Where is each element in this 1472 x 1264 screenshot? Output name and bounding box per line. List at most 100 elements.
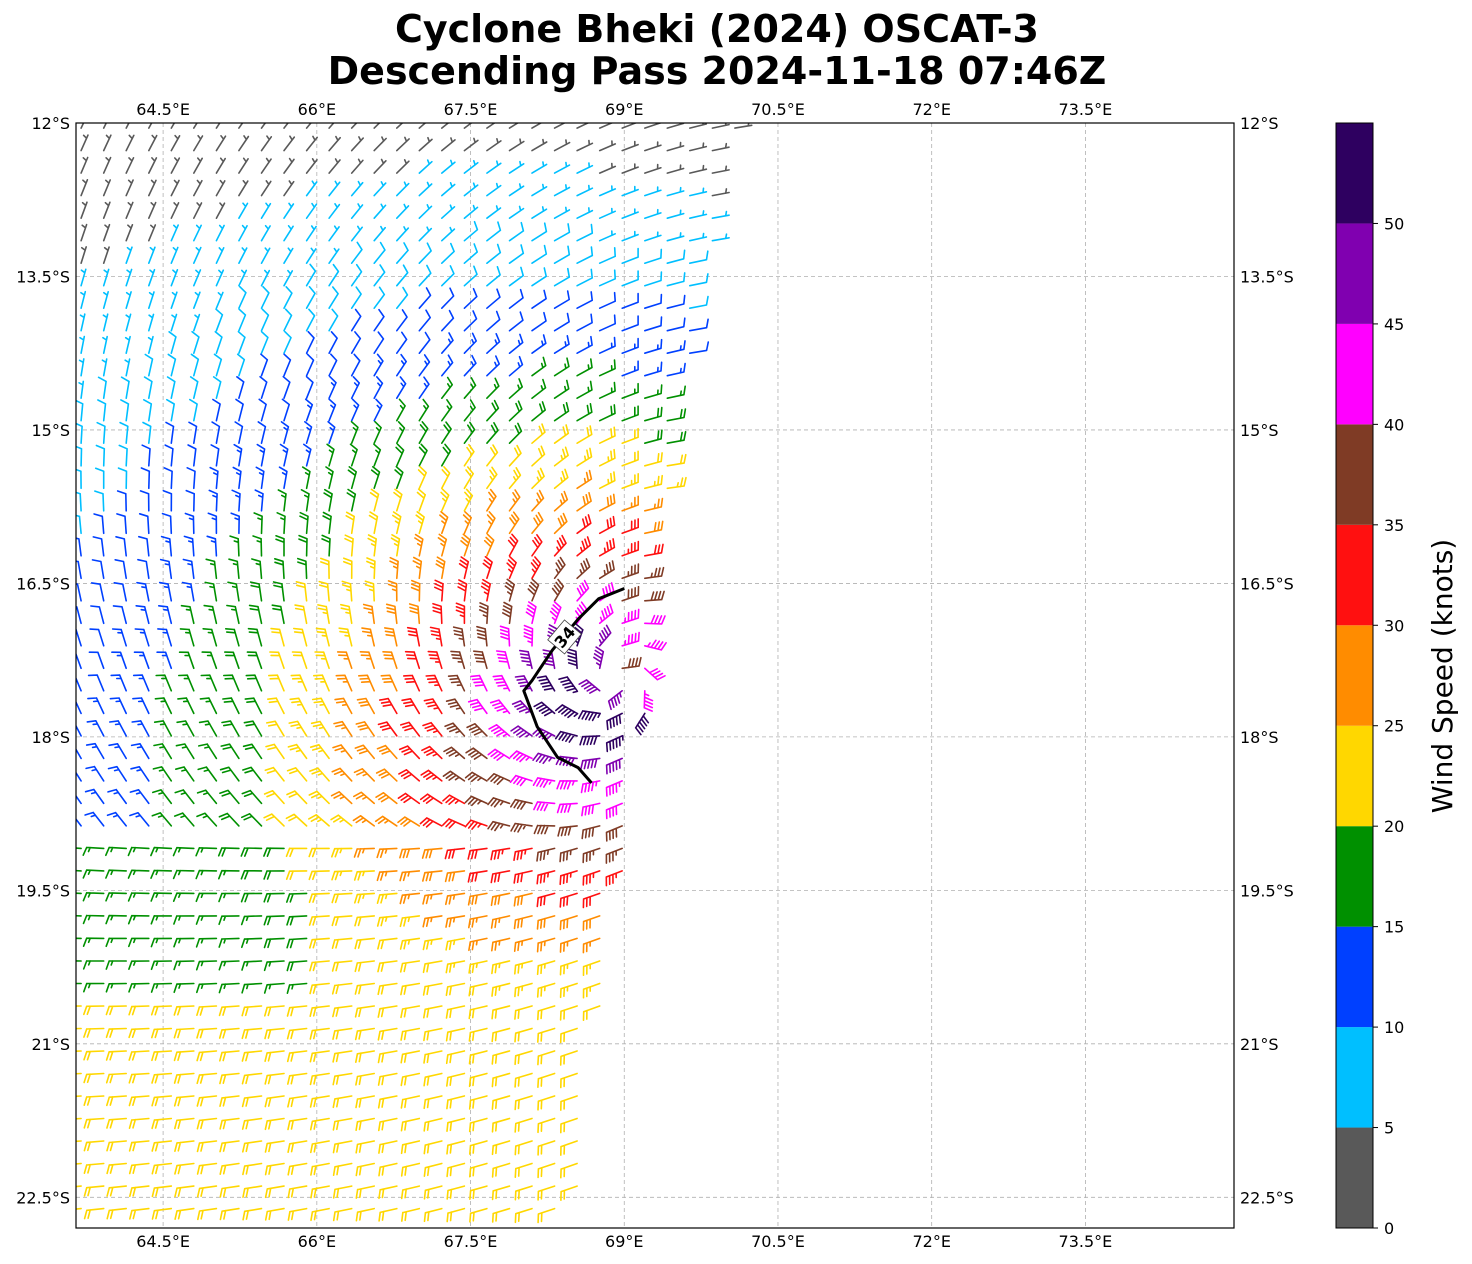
wind-barb: [87, 674, 105, 692]
wind-barb: [283, 308, 293, 332]
wind-barb: [373, 398, 383, 422]
wind-barb: [167, 353, 177, 377]
wind-barb: [441, 421, 452, 444]
wind-barb: [491, 1162, 511, 1178]
colorbar-tick-label: 45: [1384, 315, 1404, 334]
wind-barb: [183, 535, 195, 557]
wind-barb: [269, 651, 285, 670]
wind-barb: [141, 444, 151, 467]
wind-barb: [711, 188, 730, 197]
wind-barb: [308, 790, 330, 805]
wind-barb: [644, 429, 663, 444]
wind-barb: [487, 797, 511, 808]
wind-barb: [502, 601, 513, 625]
wind-barb: [711, 165, 730, 174]
wind-barb: [514, 1207, 533, 1224]
wind-barb: [376, 744, 398, 760]
lat-tick-label-right: 13.5°S: [1240, 267, 1294, 286]
wind-barb: [76, 514, 82, 535]
wind-barb: [246, 651, 263, 670]
wind-barb: [605, 780, 623, 797]
wind-barb: [621, 360, 639, 377]
wind-barb: [242, 1140, 263, 1153]
wind-barb: [330, 814, 353, 827]
wind-barb: [150, 869, 173, 879]
wind-barb: [711, 233, 730, 242]
wind-barb: [621, 656, 642, 670]
wind-barb: [373, 353, 384, 377]
wind-barb: [245, 674, 263, 692]
wind-barb: [582, 1005, 601, 1021]
wind-barb: [112, 605, 127, 625]
wind-barb: [309, 1005, 330, 1017]
wind-barb: [553, 335, 570, 354]
wind-barb: [598, 162, 617, 174]
wind-barb: [350, 376, 360, 399]
wind-barb: [224, 651, 240, 670]
wind-barb: [441, 204, 456, 219]
wind-barb: [460, 533, 471, 557]
wind-barb: [644, 293, 663, 309]
wind-barb: [308, 847, 330, 858]
wind-barb: [102, 201, 111, 219]
wind-barb: [354, 1005, 375, 1018]
wind-barb: [252, 535, 263, 557]
wind-barb: [605, 802, 623, 820]
wind-barb: [531, 489, 545, 512]
wind-barb: [105, 1072, 127, 1084]
wind-barb: [441, 443, 452, 467]
wind-barb: [238, 202, 249, 219]
wind-barb: [105, 1005, 127, 1016]
wind-barb: [396, 309, 408, 332]
wind-barb: [486, 243, 502, 264]
wind-barb: [241, 813, 263, 827]
wind-barb: [328, 286, 339, 309]
wind-barb: [576, 268, 593, 287]
wind-barb: [240, 892, 263, 903]
wind-barb: [508, 221, 525, 242]
wind-barb: [531, 445, 546, 467]
wind-barb: [531, 378, 547, 399]
wind-barb: [358, 674, 375, 692]
wind-barb: [193, 134, 204, 152]
wind-barb: [102, 134, 112, 152]
wind-barb: [508, 288, 524, 309]
wind-barb: [76, 1140, 82, 1143]
wind-barb: [198, 1231, 217, 1242]
wind-barb: [170, 269, 179, 287]
wind-barb: [86, 720, 105, 737]
wind-barb: [206, 535, 218, 557]
wind-barb: [150, 892, 173, 902]
wind-barb: [377, 1095, 398, 1109]
wind-barb: [283, 135, 296, 152]
wind-barb: [605, 847, 623, 864]
wind-barb: [263, 892, 285, 903]
wind-barb: [576, 425, 593, 444]
colorbar-tick-label: 25: [1384, 717, 1404, 736]
wind-barb: [398, 745, 421, 760]
colorbar-tick-label: 20: [1384, 817, 1404, 836]
wind-barb: [399, 915, 421, 928]
wind-barb: [196, 1027, 218, 1039]
wind-barb: [309, 1117, 330, 1131]
wind-barb: [634, 712, 650, 736]
wind-barb: [644, 248, 663, 264]
wind-barb: [378, 1185, 398, 1200]
wind-barb: [102, 223, 111, 242]
wind-barb: [418, 123, 427, 129]
wind-barb: [553, 357, 570, 377]
wind-barb: [82, 869, 105, 879]
wind-barb: [373, 420, 382, 444]
wind-barb: [83, 1005, 105, 1016]
wind-barb: [218, 1027, 240, 1039]
wind-barb: [283, 269, 294, 287]
wind-barb: [525, 601, 537, 625]
wind-barb: [537, 1005, 556, 1021]
wind-barb: [666, 164, 685, 174]
wind-barb: [94, 490, 105, 512]
wind-barb: [305, 353, 315, 377]
wind-barb: [598, 493, 616, 512]
wind-barb: [120, 399, 130, 422]
wind-barb: [514, 1140, 533, 1156]
wind-barb: [377, 1050, 398, 1064]
